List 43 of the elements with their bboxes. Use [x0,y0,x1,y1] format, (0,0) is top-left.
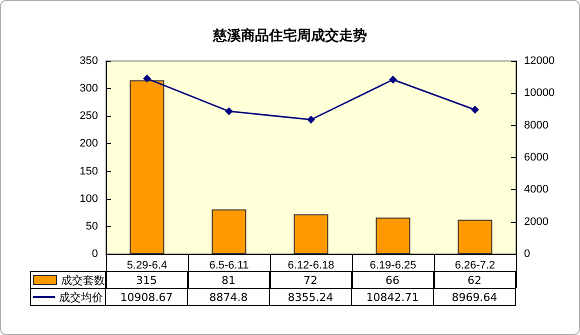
y2-tick-label: 6000 [524,152,548,164]
y-tick-label: 350 [80,55,98,67]
data-label: 315 [106,272,188,288]
data-label: 66 [352,272,434,288]
y2-tick-label: 4000 [524,184,548,196]
chart-title: 慈溪商品住宅周成交走势 [212,27,367,43]
data-label: 72 [270,272,352,288]
y-tick-label: 250 [80,110,98,122]
legend-label: 成交均价 [30,288,106,306]
x-tick-label: 5.29-6.4 [126,260,168,272]
y-tick-label: 200 [80,138,98,150]
x-tick-label: 6.12-6.18 [288,260,334,272]
y2-tick-label: 0 [524,248,530,260]
y-tick-label: 150 [80,165,98,178]
bar [376,218,410,254]
point [225,107,233,116]
y2-tick-label: 8000 [524,119,548,132]
y-tick-label: 0 [92,248,98,260]
data-label: 8874.8 [188,288,270,306]
data-label: 10908.67 [106,288,188,306]
bar [458,220,492,254]
x-tick-label: 6.26-7.2 [454,260,496,272]
data-label: 62 [434,272,516,288]
x-tick-label: 6.5-6.11 [209,260,249,272]
y2-tick-label: 10000 [524,87,555,100]
x-tick-label: 6.19-6.25 [370,260,416,272]
y2-tick-label: 12000 [524,55,555,67]
data-label: 10842.71 [352,288,434,306]
y-tick-label: 100 [80,192,98,205]
point [307,116,315,124]
legend-label: 成交套数 [30,272,106,288]
data-label: 8355.24 [270,288,352,306]
point [471,106,479,114]
bar [130,80,164,254]
y-tick-label: 50 [86,220,98,232]
data-label: 81 [188,272,270,288]
bar [294,214,328,254]
bar [212,209,246,254]
point [389,76,397,84]
data-label: 8969.64 [434,288,516,306]
y-tick-label: 300 [80,82,98,95]
y2-tick-label: 2000 [524,216,548,228]
point [143,74,151,83]
